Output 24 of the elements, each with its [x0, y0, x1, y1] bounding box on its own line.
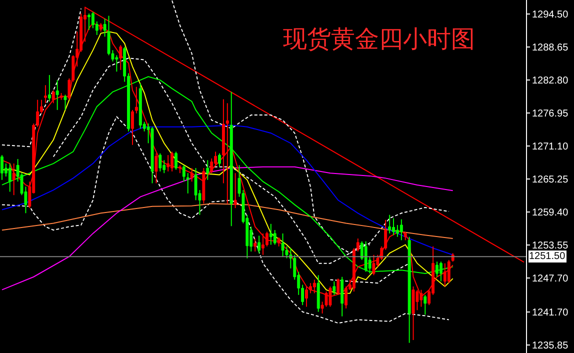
y-tick-label: 1282.80 [532, 76, 569, 87]
line-series [1, 166, 454, 290]
ref-line-label: 1251.50 [529, 251, 566, 262]
line-series [1, 116, 450, 324]
y-tick-label: 1235.85 [532, 340, 569, 352]
y-tick-label: 1253.55 [532, 240, 569, 252]
candlestick [170, 151, 174, 172]
y-tick-label: 1247.70 [532, 274, 569, 284]
y-tick-label: 1288.65 [532, 42, 569, 54]
y-tick-label: 1271.10 [532, 142, 569, 153]
y-tick-label: 1276.95 [532, 108, 569, 120]
candlestick [0, 154, 4, 180]
line-series [1, 203, 454, 240]
y-tick-label: 1259.40 [532, 208, 569, 219]
line-series [1, 8, 82, 148]
y-tick-label: 1294.50 [532, 10, 569, 21]
candlestick [44, 84, 47, 104]
line-series [1, 124, 454, 256]
y-tick-label: 1265.25 [532, 174, 569, 186]
text: 现货黄金四小时图 [282, 25, 475, 54]
candlestick [392, 218, 395, 236]
candlestick [174, 151, 178, 170]
line-series [330, 262, 410, 284]
y-tick-label: 1241.70 [532, 307, 569, 318]
